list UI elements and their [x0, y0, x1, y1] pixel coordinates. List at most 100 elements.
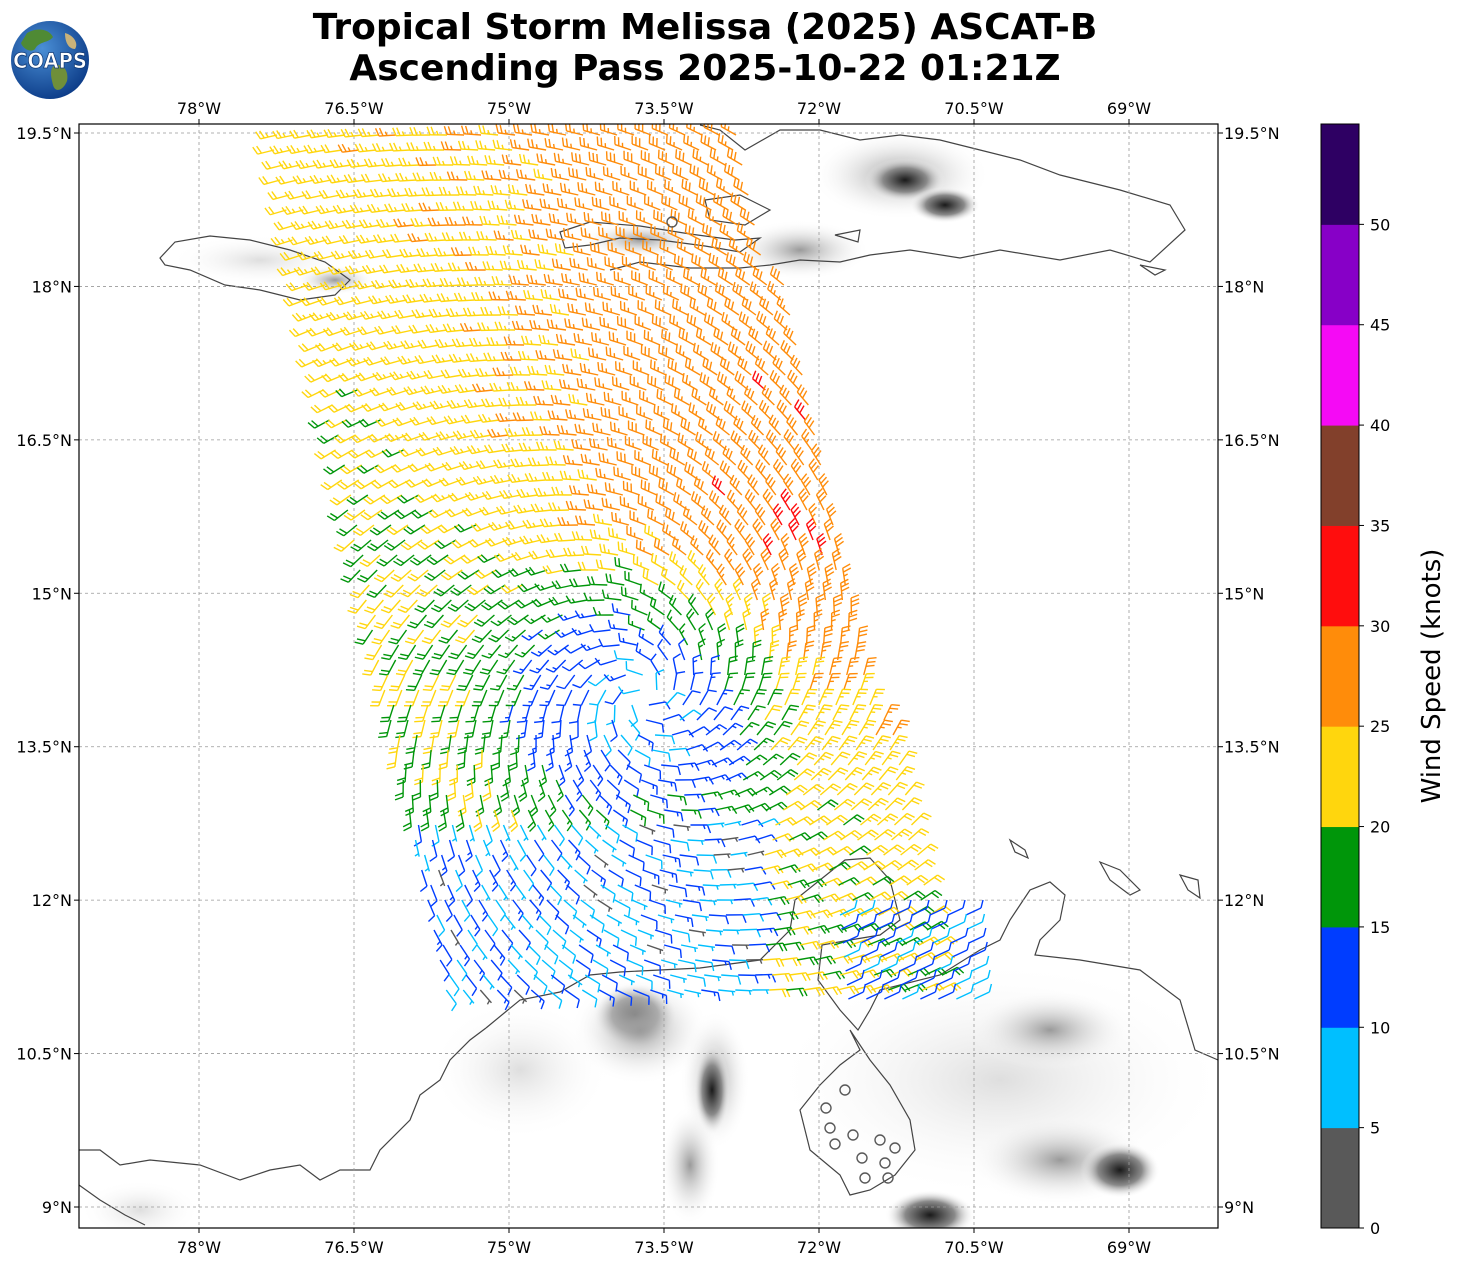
wind-barb: [419, 869, 428, 893]
wind-barb: [529, 659, 550, 674]
wind-barb: [354, 629, 374, 645]
wind-barb: [472, 869, 481, 892]
wind-barb: [698, 520, 712, 541]
wind-barb: [427, 217, 449, 227]
wind-barb: [547, 644, 569, 656]
wind-barb: [671, 929, 691, 943]
wind-barb: [551, 258, 571, 271]
wind-barb: [502, 824, 511, 842]
wind-barb: [371, 629, 391, 645]
wind-barb: [333, 296, 357, 306]
wind-barb: [481, 719, 494, 739]
wind-barb: [377, 173, 400, 183]
wind-barb: [807, 720, 826, 736]
wind-barb: [479, 215, 500, 226]
wind-barb: [448, 353, 471, 363]
wind-barb: [762, 340, 777, 361]
wind-barb: [527, 734, 537, 756]
wind-barb: [889, 875, 912, 886]
wind-barb: [872, 875, 895, 886]
wind-barb: [790, 458, 802, 481]
wind-barb: [346, 158, 369, 168]
wind-barb: [849, 845, 872, 856]
wind-barb: [755, 459, 768, 481]
wind-barb: [423, 141, 445, 151]
wind-barb: [323, 128, 346, 139]
wind-barb: [341, 419, 364, 428]
wind-barb: [615, 794, 631, 814]
wind-barb: [742, 608, 752, 631]
wind-barb: [327, 404, 350, 413]
wind-barb: [448, 974, 460, 997]
wind-barb: [592, 513, 613, 526]
wind-barb: [617, 884, 634, 902]
wind-barb: [649, 596, 665, 616]
wind-barb: [722, 207, 738, 226]
wind-barb: [558, 379, 579, 391]
wind-barb: [936, 969, 955, 986]
wind-barb: [360, 509, 383, 521]
wind-barb: [616, 451, 634, 466]
wind-barb: [488, 689, 505, 707]
wind-barb: [387, 689, 403, 707]
wind-barb: [795, 656, 808, 676]
wind-barb: [453, 292, 475, 302]
logo-text: COAPS: [13, 49, 87, 73]
wind-barb: [422, 278, 444, 288]
wind-barb: [354, 143, 377, 153]
wind-barb: [414, 764, 424, 786]
wind-barb: [512, 659, 533, 675]
wind-barb: [443, 554, 466, 565]
wind-barb: [824, 719, 843, 736]
calm-wind-circle: [874, 1134, 886, 1146]
wind-barb: [464, 884, 474, 907]
wind-barb: [449, 156, 471, 166]
wind-barb: [338, 235, 361, 245]
wind-barb: [693, 869, 714, 880]
wind-barb: [458, 231, 480, 241]
wind-barb: [708, 252, 725, 271]
wind-barb: [596, 271, 614, 286]
wind-barb: [725, 914, 747, 924]
wind-barb: [646, 179, 664, 196]
wind-barb: [682, 690, 701, 706]
wind-barb: [386, 524, 409, 536]
wind-barb: [486, 337, 508, 347]
wind-barb: [754, 503, 766, 526]
wind-barb: [607, 241, 625, 256]
wind-barb: [595, 944, 612, 957]
wind-barb: [723, 162, 740, 181]
wind-barb: [716, 899, 734, 905]
wind-barb: [801, 688, 818, 706]
wind-barb: [424, 569, 446, 581]
wind-barb: [448, 644, 468, 660]
wind-barb: [380, 704, 395, 723]
wind-barb: [915, 941, 934, 958]
wind-barb: [801, 428, 813, 451]
wind-barb: [687, 208, 704, 226]
wind-barb: [548, 596, 571, 606]
wind-barb: [821, 735, 841, 751]
wind-barb: [379, 264, 401, 274]
wind-barb: [657, 914, 675, 924]
wind-barb: [510, 458, 532, 468]
wind-barb: [742, 770, 766, 781]
wind-barb: [858, 719, 877, 736]
wind-barb: [431, 354, 454, 364]
wind-barb: [650, 989, 668, 1005]
wind-barb: [414, 599, 435, 613]
wind-barb: [724, 672, 739, 691]
wind-barb: [581, 989, 598, 1008]
wind-barb: [730, 192, 746, 211]
wind-barb: [815, 488, 827, 511]
wind-barb: [661, 329, 678, 346]
calm-wind-circle: [829, 1138, 841, 1150]
wind-barb: [869, 688, 885, 706]
wind-barb: [473, 674, 491, 691]
wind-barb: [635, 642, 652, 661]
wind-barb: [484, 929, 496, 952]
wind-barb: [513, 214, 534, 226]
wind-barb: [664, 179, 681, 196]
wind-barb: [640, 914, 658, 930]
wind-barb: [665, 134, 683, 151]
